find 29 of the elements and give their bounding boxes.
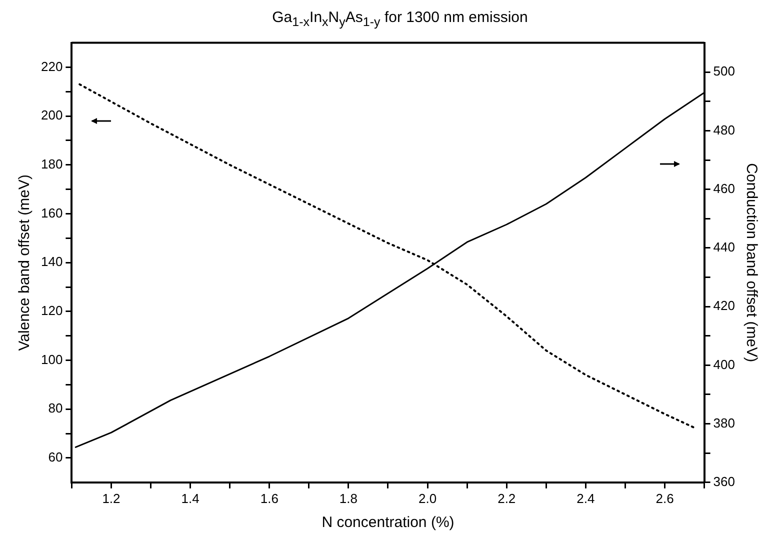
y-tick-label: 80: [48, 400, 63, 416]
x-tick-label: 2.0: [418, 490, 437, 506]
y2-tick-label: 360: [713, 474, 736, 489]
x-tick-label: 2.2: [498, 490, 516, 506]
y-tick-label: 100: [40, 352, 63, 367]
x-tick-label: 2.6: [656, 490, 674, 506]
y2-tick-label: 460: [713, 180, 736, 196]
x-tick-label: 1.8: [339, 490, 358, 506]
y2-tick-label: 420: [713, 298, 736, 314]
y2-axis-title: Conduction band offset (meV): [742, 163, 760, 362]
chart-title: Ga$_{1-x}$In$_{x}$N$_{y}$As$_{1-y}$ for 1300 nm emission: [272, 9, 528, 29]
y2-tick-label: 500: [713, 64, 736, 79]
x-axis-title: N concentration (%): [322, 514, 454, 532]
y2-tick-label: 380: [713, 415, 736, 430]
y-tick-label: 200: [40, 108, 63, 123]
x-tick-label: 1.4: [181, 490, 200, 506]
x-tick-label: 2.4: [576, 490, 595, 506]
y-tick-label: 140: [40, 254, 63, 270]
y-tick-label: 160: [40, 205, 63, 220]
y-tick-label: 220: [40, 58, 63, 74]
x-tick-label: 1.2: [102, 490, 120, 506]
y-tick-label: 60: [48, 450, 63, 465]
y-axis-title: Valence band offset (meV): [16, 174, 34, 351]
y2-tick-label: 400: [713, 356, 736, 372]
y2-tick-label: 440: [713, 240, 736, 255]
x-tick-label: 1.6: [260, 490, 278, 506]
y2-tick-label: 480: [713, 122, 736, 138]
y-tick-label: 180: [40, 156, 63, 172]
y-tick-label: 120: [40, 303, 63, 318]
